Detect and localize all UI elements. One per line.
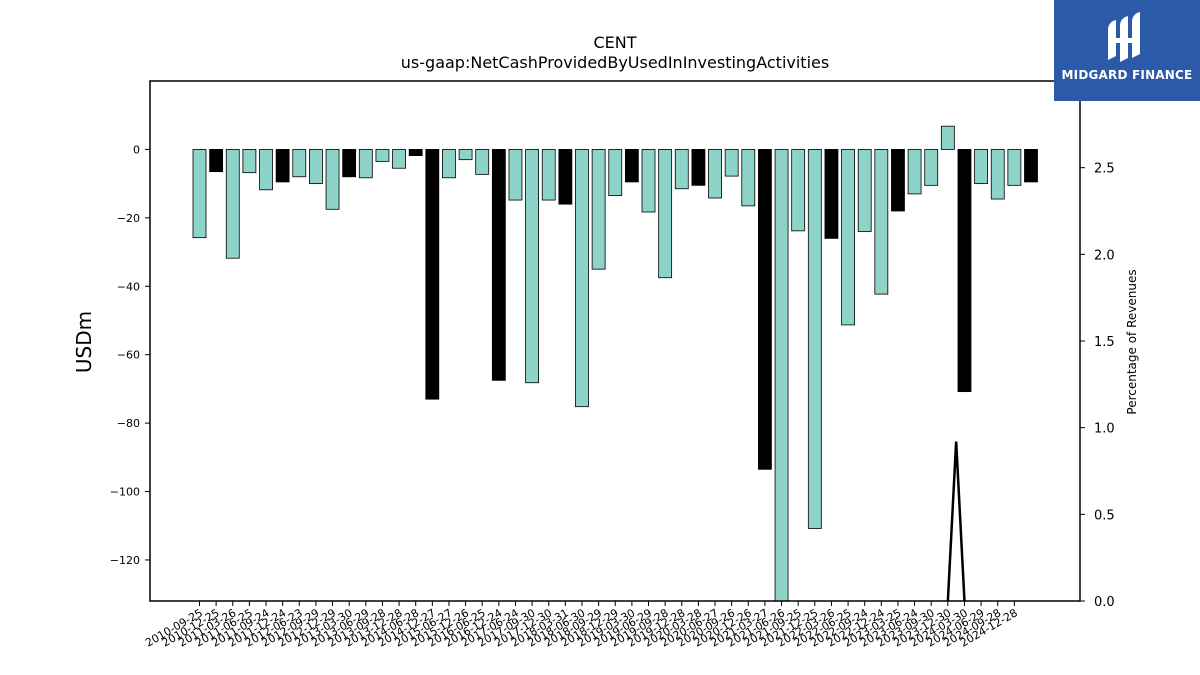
bar-37 [807,149,822,529]
bar-26 [624,149,639,183]
bar-11 [375,149,390,162]
y-tick-label-1: −20 [117,212,140,225]
bar-17 [475,149,490,175]
chart-subtitle: us-gaap:NetCashProvidedByUsedInInvesting… [401,53,829,72]
bar-35 [774,149,789,602]
bar-42 [891,149,905,212]
chart-title: CENT [593,33,636,52]
bar-1 [209,149,224,173]
bar-23 [575,149,589,408]
bar-8 [325,149,340,210]
y2-tick-label-3: 1.5 [1094,335,1115,350]
y2-tick-label-1: 0.5 [1094,508,1115,523]
midgard-logo-icon [1108,12,1140,62]
bar-50 [1024,149,1038,183]
y-axis-label: USDm [72,311,96,373]
bar-27 [641,149,656,213]
bar-46 [957,149,972,393]
bar-41 [874,149,889,295]
bar-39 [841,149,855,326]
bar-33 [741,149,756,207]
y-tick-label-5: −100 [110,486,140,499]
bar-34 [758,149,772,470]
bar-19 [508,149,523,201]
bar-15 [442,149,456,179]
y-tick-label-3: −60 [117,349,140,362]
bar-9 [342,149,357,178]
bar-29 [674,149,689,190]
bar-21 [541,149,556,201]
y-tick-label-2: −40 [117,280,140,293]
bar-48 [990,149,1005,200]
y2-tick-label-0: 0.0 [1094,595,1115,610]
logo-text: MIDGARD FINANCE [1061,68,1193,82]
bar-2 [225,149,240,259]
y2-tick-label-5: 2.5 [1094,162,1115,177]
bar-28 [658,149,673,279]
bar-38 [824,149,839,239]
bar-40 [857,149,872,232]
bar-13 [408,149,423,156]
bar-10 [358,149,373,179]
percentage-line-group [946,441,966,602]
bar-20 [525,149,539,384]
bar-43 [907,149,922,195]
y-tick-label-0: 0 [133,143,140,156]
bar-31 [708,149,722,199]
bars-group [192,125,1038,602]
bar-25 [608,149,623,196]
bar-47 [974,149,989,185]
axes-group: 0−20−40−60−80−100−1200.00.51.01.52.02.53… [110,75,1115,650]
bar-32 [724,149,739,177]
bar-45 [940,125,955,150]
bar-0 [192,149,207,239]
bar-14 [425,149,440,400]
y2-axis-label: Percentage of Revenues [1125,269,1139,414]
bar-49 [1007,149,1022,186]
bar-36 [791,149,806,232]
bar-22 [558,149,573,205]
bar-3 [242,149,257,174]
bar-18 [491,149,506,381]
bar-5 [275,149,290,183]
percentage-line [946,441,966,602]
y2-tick-label-2: 1.0 [1094,422,1115,437]
bar-6 [292,149,307,178]
bar-12 [392,149,406,169]
bar-24 [591,149,606,270]
bar-44 [924,149,939,186]
bar-7 [309,149,323,185]
y2-tick-label-4: 2.0 [1094,248,1115,263]
bar-16 [458,149,473,161]
midgard-finance-logo: MIDGARD FINANCE [1054,0,1200,101]
y-tick-label-4: −80 [117,417,140,430]
y-tick-label-6: −120 [110,554,140,567]
bar-30 [691,149,706,186]
bar-4 [259,149,273,191]
